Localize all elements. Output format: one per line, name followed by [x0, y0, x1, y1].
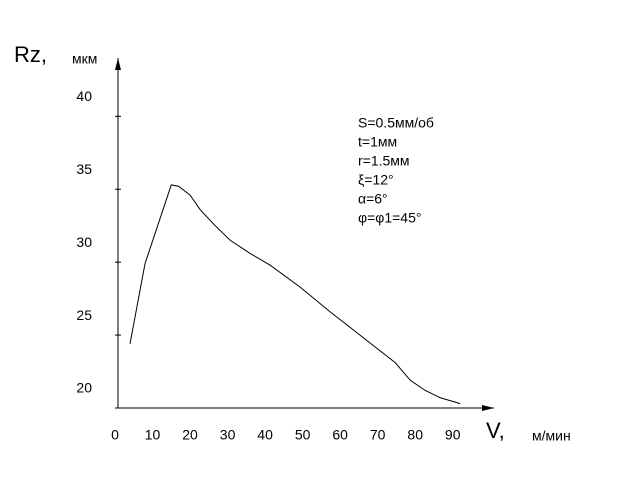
x-tick-label: 80	[407, 427, 423, 443]
y-tick-label: 25	[76, 307, 92, 323]
y-tick-label: 30	[76, 234, 92, 250]
x-tick-label: 0	[111, 427, 119, 443]
x-tick-label: 10	[145, 427, 161, 443]
x-tick-label: 90	[445, 427, 461, 443]
x-tick-label: 30	[220, 427, 236, 443]
y-axis-unit: мкм	[72, 51, 97, 67]
x-axis-arrow	[482, 405, 494, 411]
x-tick-label: 20	[182, 427, 198, 443]
y-axis-label: Rz,	[14, 42, 47, 67]
x-tick-label: 70	[370, 427, 386, 443]
y-tick-label: 40	[76, 88, 92, 104]
x-tick-label: 40	[257, 427, 273, 443]
x-tick-label: 60	[332, 427, 348, 443]
annotation: α=6°	[358, 191, 388, 207]
x-axis-unit: м/мин	[532, 428, 571, 444]
annotation: r=1.5мм	[358, 153, 410, 169]
annotation: S=0.5мм/об	[358, 115, 434, 131]
x-axis-label: V,	[486, 418, 505, 443]
data-line	[129, 184, 461, 405]
y-tick-label: 35	[76, 161, 92, 177]
annotation: φ=φ1=45°	[358, 210, 421, 226]
annotation: t=1мм	[358, 134, 397, 150]
x-tick-label: 50	[295, 427, 311, 443]
y-tick-label: 20	[76, 380, 92, 396]
annotation: ξ=12°	[358, 172, 394, 188]
y-axis-arrow	[115, 58, 121, 70]
